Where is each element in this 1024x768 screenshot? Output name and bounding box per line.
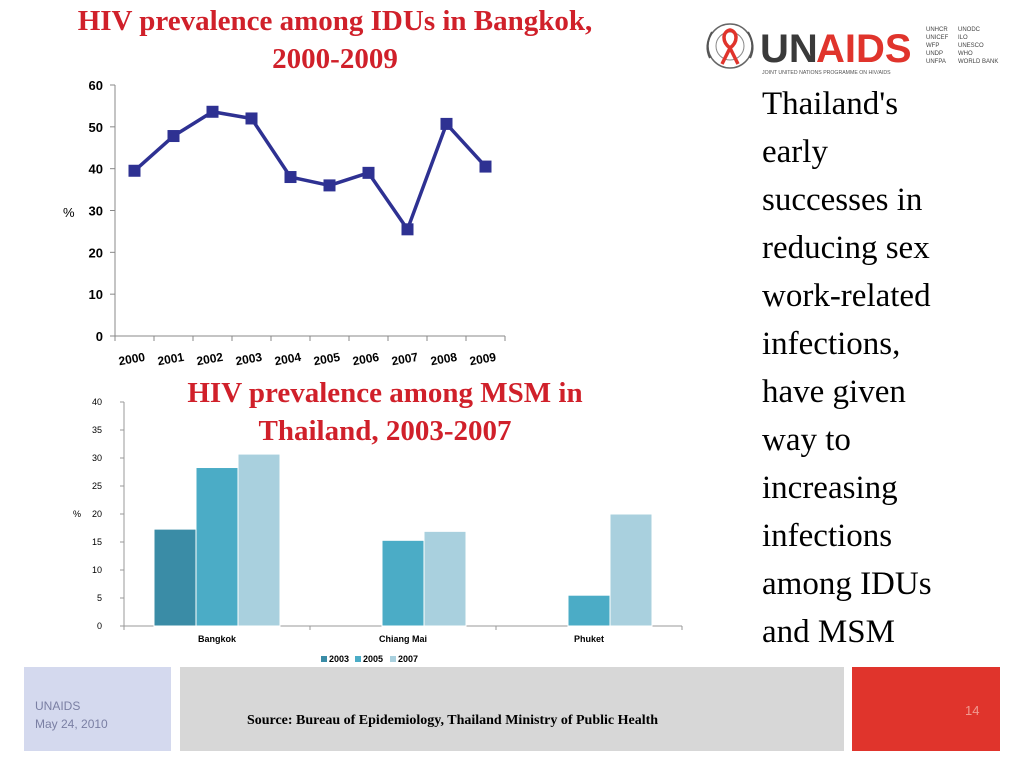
side-text-line: early	[762, 134, 828, 170]
line-chart-x-tick-label: 2003	[234, 350, 263, 368]
line-chart-y-tick-label: 50	[89, 120, 103, 135]
un-emblem-icon	[706, 23, 754, 69]
line-chart-title-line1: HIV prevalence among IDUs in Bangkok,	[77, 5, 593, 37]
side-text-line: way to	[762, 422, 851, 458]
line-chart-x-tick-label: 2001	[156, 350, 185, 368]
logo-un: UN	[760, 27, 818, 71]
side-text-line: increasing	[762, 470, 898, 506]
page-number: 14	[965, 703, 980, 718]
line-chart-x-tick-label: 2004	[273, 350, 302, 368]
line-chart-y-tick-label: 10	[89, 287, 103, 302]
line-chart-title: HIV prevalence among IDUs in Bangkok, 20…	[10, 2, 660, 78]
logo-cosponsor: WFP	[926, 43, 939, 49]
line-chart-x-tick-label: 2007	[390, 350, 419, 368]
footer-right-panel	[852, 667, 1000, 751]
line-chart-x-tick-label: 2002	[195, 350, 224, 368]
line-chart-x-tick-label: 2000	[117, 350, 146, 368]
footer-left-panel	[24, 667, 171, 751]
logo-cosponsor: UNESCO	[958, 43, 984, 49]
line-chart-point	[440, 117, 453, 130]
line-chart-point	[479, 160, 492, 173]
footer-date: May 24, 2010	[35, 717, 108, 731]
line-chart-y-tick-label: 60	[89, 78, 103, 93]
line-chart-point	[167, 130, 180, 143]
bar-chart-title-line1: HIV prevalence among MSM in	[187, 377, 583, 409]
line-chart-x-tick-label: 2009	[468, 350, 497, 368]
line-chart-x-tick-label: 2005	[312, 350, 341, 368]
line-chart-y-tick-label: 0	[96, 329, 103, 344]
unaids-logo: UN AIDS JOINT UNITED NATIONS PROGRAMME O…	[706, 23, 998, 76]
side-text-line: successes in	[762, 182, 923, 218]
logo-cosponsor: UNODC	[958, 27, 981, 33]
footer-source: Source: Bureau of Epidemiology, Thailand…	[246, 713, 659, 728]
line-chart-point	[206, 105, 219, 118]
line-chart-axes: 0 10 20 30 40 50 60 2000 2001 2002 2003 2004 2005 200…	[89, 78, 506, 368]
side-text-line: Thailand's	[762, 86, 899, 122]
logo-cosponsor: WORLD BANK	[958, 59, 998, 65]
line-chart-y-tick-label: 20	[89, 245, 103, 260]
line-chart-point	[128, 164, 141, 177]
side-text: Thailand's early successes in reducing sex w…	[762, 80, 1012, 656]
logo-cosponsor: ILO	[958, 35, 968, 41]
line-chart-marks	[128, 105, 492, 236]
line-chart-x-tick-label: 2008	[429, 350, 458, 368]
logo-cosponsor: UNICEF	[926, 35, 949, 41]
side-text-line: infections	[762, 518, 893, 554]
line-chart-title-line2: 2000-2009	[272, 43, 398, 75]
line-chart-series-line	[133, 110, 487, 232]
side-text-line: work-related	[762, 278, 931, 314]
line-chart-ylabel: %	[63, 205, 75, 220]
logo-cosponsor: UNFPA	[926, 59, 946, 65]
footer-org: UNAIDS	[35, 699, 81, 713]
side-text-line: have given	[762, 374, 906, 410]
side-text-line: and MSM	[762, 614, 895, 650]
logo-cosponsor: UNDP	[926, 51, 943, 57]
logo-tagline: JOINT UNITED NATIONS PROGRAMME ON HIV/AI…	[762, 70, 891, 76]
line-chart-x-tick-label: 2006	[351, 350, 380, 368]
line-chart-point	[401, 223, 414, 236]
logo-aids: AIDS	[816, 27, 912, 71]
cosponsors-col2: UNODC ILO UNESCO WHO WORLD BANK	[958, 27, 998, 65]
line-chart-y-tick-label: 40	[89, 162, 103, 177]
side-text-line: among IDUs	[762, 566, 932, 602]
line-chart-point	[323, 179, 336, 192]
logo-cosponsor: WHO	[958, 51, 973, 57]
line-chart-y-tick-label: 30	[89, 204, 103, 219]
footer-middle-panel	[180, 667, 844, 751]
line-chart-point	[284, 171, 297, 184]
bar-chart-title: HIV prevalence among MSM in Thailand, 20…	[120, 374, 650, 450]
bar-chart-title-line2: Thailand, 2003-2007	[258, 415, 512, 447]
line-chart-point	[245, 112, 258, 125]
line-chart-point	[362, 166, 375, 179]
side-text-line: infections,	[762, 326, 901, 362]
logo-cosponsor: UNHCR	[926, 27, 948, 33]
side-text-line: reducing sex	[762, 230, 930, 266]
cosponsors-col1: UNHCR UNICEF WFP UNDP UNFPA	[926, 27, 949, 65]
